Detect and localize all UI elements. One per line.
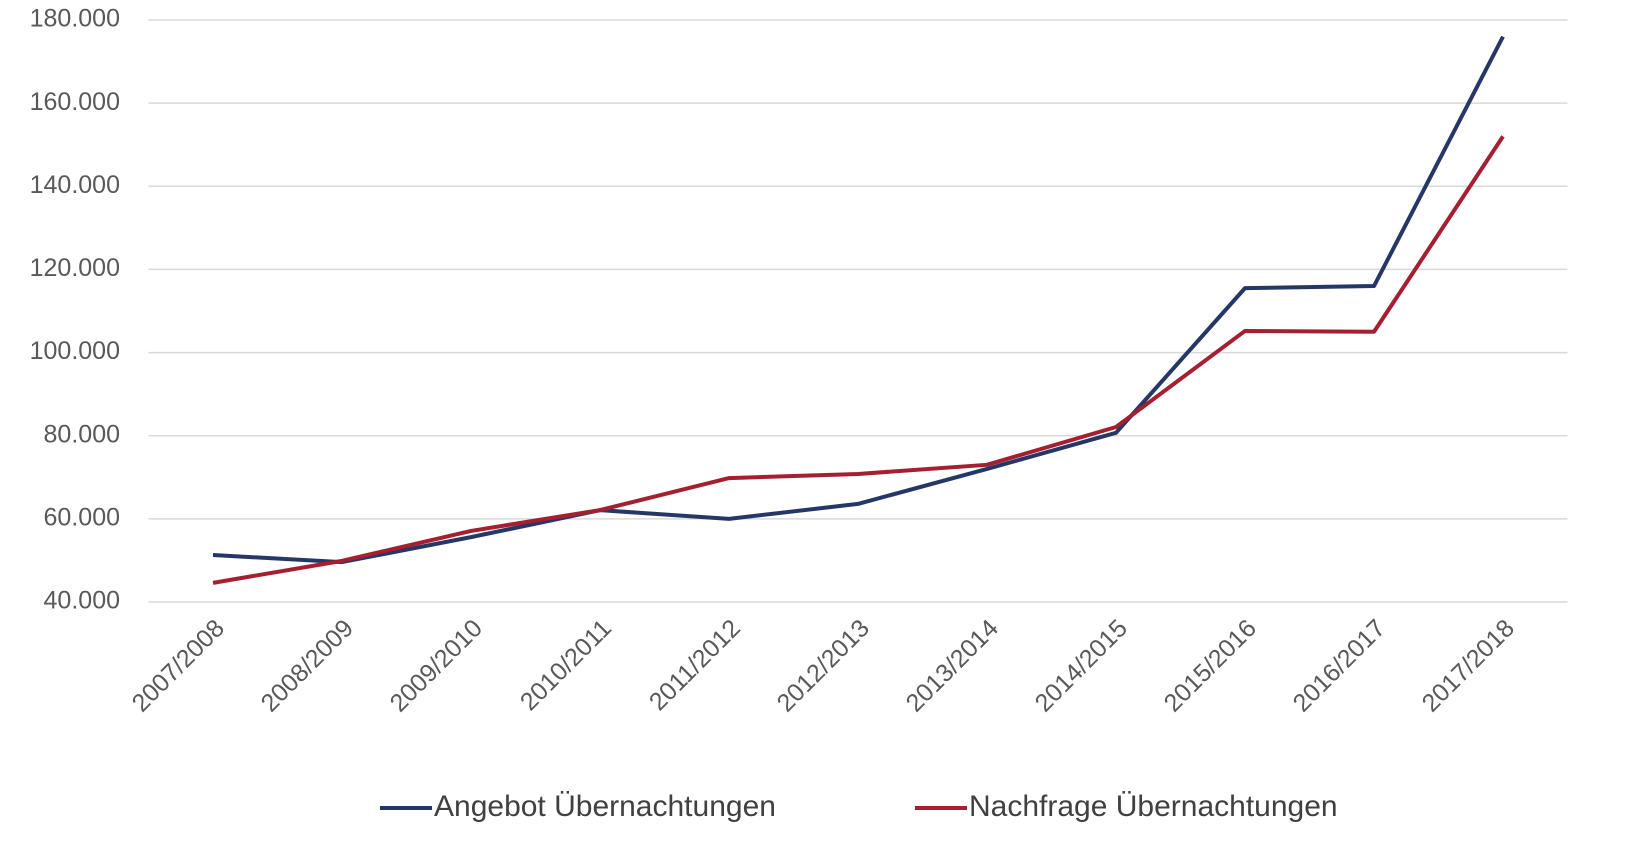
legend-label: Nachfrage Übernachtungen (969, 790, 1338, 823)
legend-label: Angebot Übernachtungen (434, 790, 776, 823)
y-tick-label: 120.000 (30, 254, 120, 282)
series-line (212, 135, 1505, 585)
x-tick-label: 2007/2008 (127, 614, 230, 717)
y-tick-label: 160.000 (30, 88, 120, 116)
x-tick-label: 2014/2015 (1030, 614, 1133, 717)
x-tick-label: 2009/2010 (385, 614, 488, 717)
y-tick-label: 100.000 (30, 337, 120, 365)
x-tick-label: 2012/2013 (772, 614, 875, 717)
series-line (212, 35, 1505, 565)
x-tick-label: 2011/2012 (644, 614, 746, 716)
x-tick-label: 2010/2011 (515, 614, 617, 716)
y-tick-label: 80.000 (44, 420, 120, 448)
y-tick-label: 180.000 (30, 5, 120, 33)
x-tick-label: 2016/2017 (1288, 614, 1391, 717)
x-tick-label: 2013/2014 (901, 614, 1004, 717)
y-tick-label: 60.000 (44, 503, 120, 531)
y-tick-label: 40.000 (44, 587, 120, 615)
y-tick-label: 140.000 (30, 171, 120, 199)
x-tick-label: 2017/2018 (1417, 614, 1520, 717)
x-tick-label: 2015/2016 (1159, 614, 1262, 717)
x-tick-label: 2008/2009 (256, 614, 359, 717)
